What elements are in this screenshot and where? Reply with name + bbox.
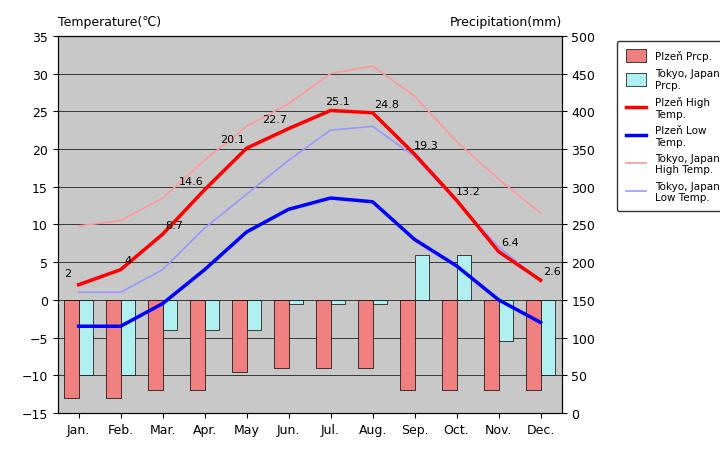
Bar xyxy=(442,300,456,391)
Bar xyxy=(400,300,415,391)
Text: 20.1: 20.1 xyxy=(220,135,245,145)
Bar xyxy=(498,300,513,341)
Bar xyxy=(274,300,289,368)
Text: 25.1: 25.1 xyxy=(325,97,350,107)
Bar xyxy=(456,255,472,300)
Text: 14.6: 14.6 xyxy=(179,176,203,186)
Text: 2: 2 xyxy=(64,268,71,278)
Bar xyxy=(190,300,204,391)
Bar xyxy=(373,300,387,304)
Text: 2.6: 2.6 xyxy=(543,267,561,276)
Bar xyxy=(330,300,346,304)
Bar xyxy=(148,300,163,391)
Text: Temperature(℃): Temperature(℃) xyxy=(58,16,161,29)
Bar xyxy=(246,300,261,330)
Bar xyxy=(484,300,498,391)
Text: 19.3: 19.3 xyxy=(413,141,438,151)
Text: 6.4: 6.4 xyxy=(501,238,518,248)
Text: 13.2: 13.2 xyxy=(455,187,480,196)
Bar xyxy=(358,300,373,368)
Bar xyxy=(163,300,177,330)
Bar xyxy=(289,300,303,304)
Bar xyxy=(121,300,135,375)
Text: Precipitation(mm): Precipitation(mm) xyxy=(449,16,562,29)
Bar xyxy=(106,300,121,398)
Text: 4: 4 xyxy=(124,256,131,266)
Bar xyxy=(316,300,330,368)
Bar xyxy=(415,255,429,300)
Bar xyxy=(526,300,541,391)
Text: 22.7: 22.7 xyxy=(262,115,287,125)
Bar xyxy=(204,300,220,330)
Text: 24.8: 24.8 xyxy=(374,99,399,109)
Bar xyxy=(64,300,78,398)
Legend: Plzeň Prcp., Tokyo, Japan
Prcp., Plzeň High
Temp., Plzeň Low
Temp., Tokyo, Japan: Plzeň Prcp., Tokyo, Japan Prcp., Plzeň H… xyxy=(617,42,720,211)
Bar xyxy=(232,300,246,372)
Bar xyxy=(541,300,555,375)
Text: 8.7: 8.7 xyxy=(165,221,183,230)
Bar xyxy=(78,300,94,375)
